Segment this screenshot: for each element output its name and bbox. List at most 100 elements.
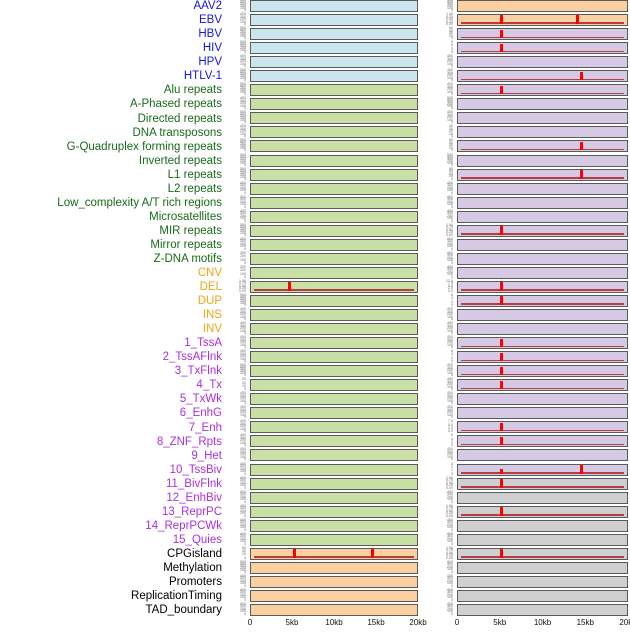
- track-plot[interactable]: [250, 238, 418, 251]
- track-plot[interactable]: [457, 575, 628, 588]
- track-plot[interactable]: [250, 533, 418, 546]
- track-plot[interactable]: [457, 561, 628, 574]
- track-plot[interactable]: [250, 154, 418, 167]
- track-plot[interactable]: [457, 70, 628, 83]
- track-plot[interactable]: [250, 70, 418, 83]
- signal-spike[interactable]: [500, 436, 504, 446]
- track-plot[interactable]: [250, 463, 418, 476]
- track-plot[interactable]: [457, 491, 628, 504]
- signal-spike[interactable]: [500, 507, 504, 516]
- track-plot[interactable]: [250, 365, 418, 378]
- track-plot[interactable]: [250, 224, 418, 237]
- signal-spike[interactable]: [576, 15, 580, 25]
- signal-spike[interactable]: [500, 380, 504, 390]
- track-plot[interactable]: [250, 323, 418, 336]
- track-plot[interactable]: [457, 477, 628, 490]
- track-plot[interactable]: [250, 280, 418, 293]
- track-plot[interactable]: [250, 561, 418, 574]
- track-plot[interactable]: [457, 210, 628, 223]
- track-plot[interactable]: [250, 84, 418, 97]
- track-plot[interactable]: [457, 449, 628, 462]
- track-plot[interactable]: [457, 140, 628, 153]
- track-plot[interactable]: [457, 603, 628, 616]
- track-plot[interactable]: [457, 196, 628, 209]
- track-plot[interactable]: [457, 379, 628, 392]
- signal-spike[interactable]: [500, 43, 504, 53]
- track-plot[interactable]: [250, 210, 418, 223]
- track-plot[interactable]: [457, 407, 628, 420]
- track-plot[interactable]: [250, 589, 418, 602]
- signal-spike[interactable]: [500, 338, 504, 348]
- signal-spike[interactable]: [579, 464, 583, 474]
- track-plot[interactable]: [457, 42, 628, 55]
- track-plot[interactable]: [457, 0, 628, 13]
- track-plot[interactable]: [250, 393, 418, 406]
- track-plot[interactable]: [457, 365, 628, 378]
- track-plot[interactable]: [250, 519, 418, 532]
- track-plot[interactable]: [250, 168, 418, 181]
- track-plot[interactable]: [250, 266, 418, 279]
- signal-spike[interactable]: [500, 15, 504, 25]
- track-plot[interactable]: [250, 294, 418, 307]
- track-plot[interactable]: [457, 252, 628, 265]
- signal-spike[interactable]: [500, 226, 504, 235]
- track-plot[interactable]: [457, 98, 628, 111]
- track-plot[interactable]: [250, 252, 418, 265]
- track-plot[interactable]: [250, 435, 418, 448]
- track-plot[interactable]: [250, 56, 418, 69]
- track-plot[interactable]: [250, 421, 418, 434]
- signal-spike[interactable]: [500, 296, 504, 305]
- track-plot[interactable]: [457, 14, 628, 27]
- track-plot[interactable]: [250, 477, 418, 490]
- signal-spike[interactable]: [500, 29, 504, 39]
- track-plot[interactable]: [457, 337, 628, 350]
- track-plot[interactable]: [250, 379, 418, 392]
- track-plot[interactable]: [250, 603, 418, 616]
- signal-spike[interactable]: [500, 366, 504, 376]
- track-plot[interactable]: [250, 491, 418, 504]
- signal-spike[interactable]: [500, 352, 504, 362]
- track-plot[interactable]: [457, 266, 628, 279]
- track-plot[interactable]: [457, 238, 628, 251]
- signal-spike[interactable]: [500, 422, 504, 432]
- track-plot[interactable]: [250, 351, 418, 364]
- signal-spike[interactable]: [500, 85, 504, 95]
- track-plot[interactable]: [250, 505, 418, 518]
- track-plot[interactable]: [250, 309, 418, 322]
- track-plot[interactable]: [457, 56, 628, 69]
- track-plot[interactable]: [250, 575, 418, 588]
- signal-spike[interactable]: [292, 549, 296, 558]
- track-plot[interactable]: [457, 589, 628, 602]
- signal-spike[interactable]: [500, 282, 504, 291]
- track-plot[interactable]: [457, 421, 628, 434]
- track-plot[interactable]: [457, 28, 628, 41]
- track-plot[interactable]: [250, 196, 418, 209]
- track-plot[interactable]: [457, 294, 628, 307]
- signal-spike[interactable]: [500, 468, 504, 474]
- track-plot[interactable]: [250, 112, 418, 125]
- signal-spike[interactable]: [500, 478, 504, 488]
- track-plot[interactable]: [250, 140, 418, 153]
- track-plot[interactable]: [457, 351, 628, 364]
- track-plot[interactable]: [457, 393, 628, 406]
- track-plot[interactable]: [457, 463, 628, 476]
- track-plot[interactable]: [250, 0, 418, 13]
- signal-spike[interactable]: [287, 282, 291, 291]
- track-plot[interactable]: [457, 168, 628, 181]
- track-plot[interactable]: [250, 337, 418, 350]
- track-plot[interactable]: [250, 407, 418, 420]
- track-plot[interactable]: [250, 28, 418, 41]
- track-plot[interactable]: [250, 42, 418, 55]
- track-plot[interactable]: [250, 182, 418, 195]
- track-plot[interactable]: [457, 224, 628, 237]
- track-plot[interactable]: [457, 280, 628, 293]
- signal-spike[interactable]: [579, 141, 583, 151]
- track-plot[interactable]: [457, 154, 628, 167]
- track-plot[interactable]: [250, 98, 418, 111]
- track-plot[interactable]: [457, 182, 628, 195]
- track-plot[interactable]: [457, 505, 628, 518]
- track-plot[interactable]: [457, 533, 628, 546]
- track-plot[interactable]: [457, 309, 628, 322]
- track-plot[interactable]: [457, 519, 628, 532]
- signal-spike[interactable]: [500, 549, 504, 558]
